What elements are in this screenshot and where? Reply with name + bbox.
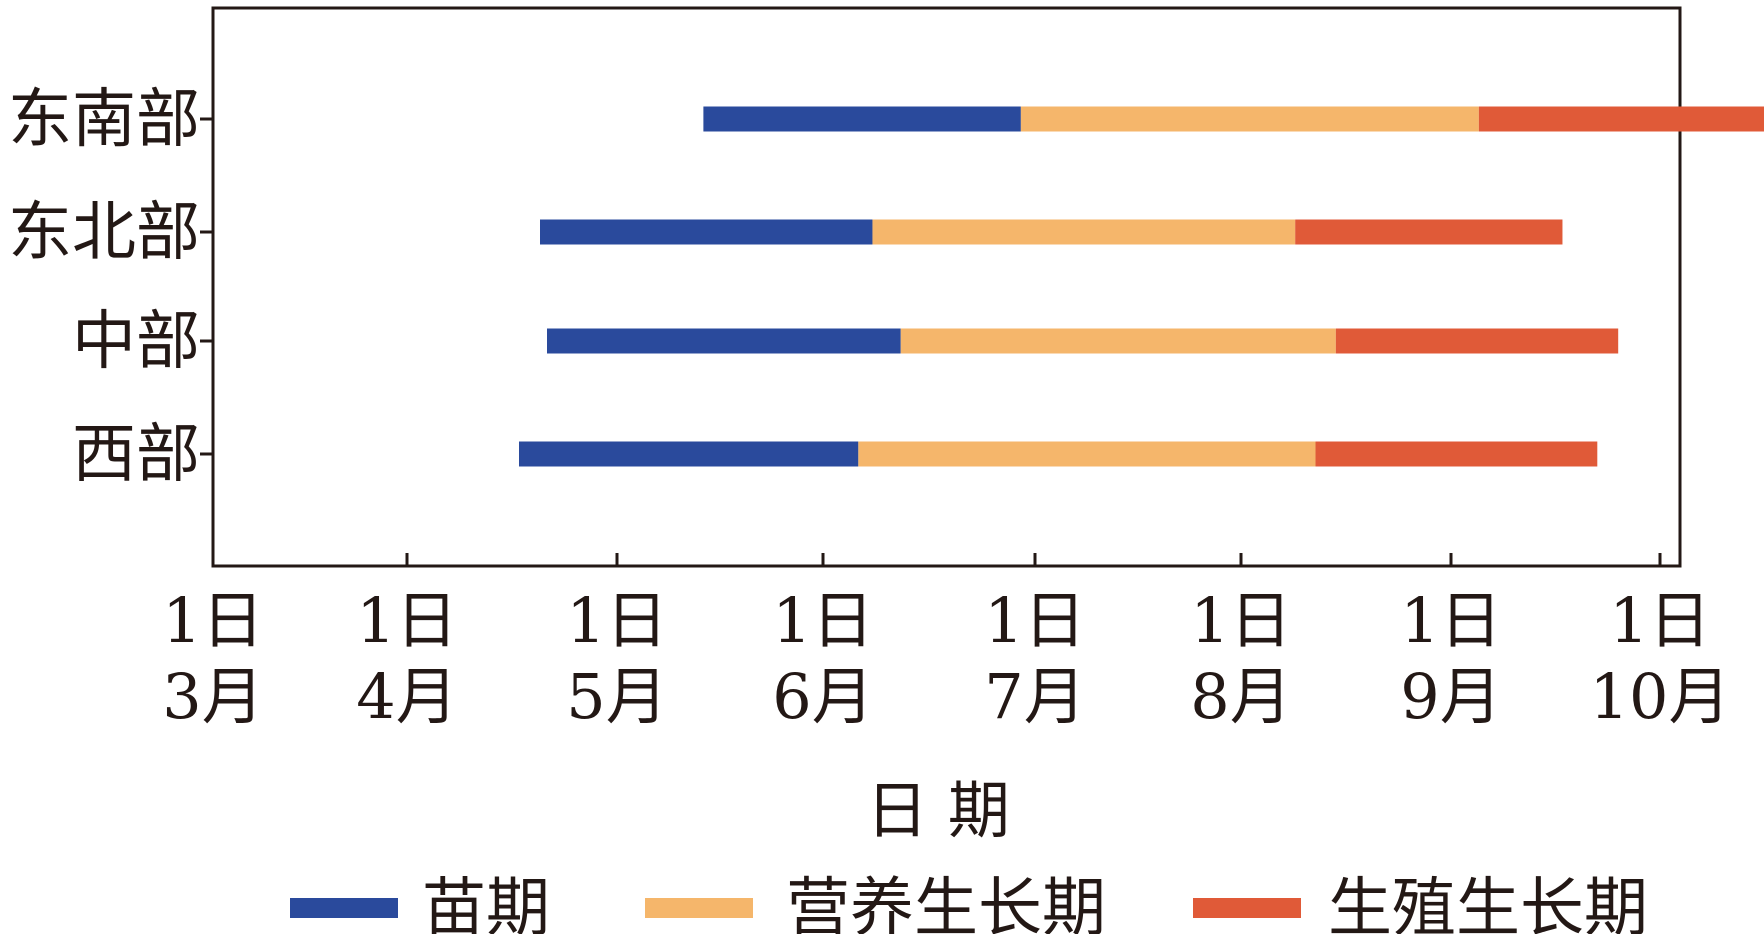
x-tick-label-month: 9月 xyxy=(1400,660,1501,733)
bar-segment xyxy=(900,328,1336,354)
bar-segment xyxy=(1335,328,1619,354)
legend: 苗期 营养生长期 生殖生长期 xyxy=(290,872,1648,934)
bar-segment xyxy=(1315,441,1598,467)
x-tick-label-month: 10月 xyxy=(1590,660,1731,733)
y-tick-label: 中部 xyxy=(72,305,200,379)
x-tick-label-day: 1日 xyxy=(1609,584,1710,657)
x-tick-label-day: 1日 xyxy=(772,584,873,657)
x-tick-label-month: 7月 xyxy=(984,660,1085,733)
y-tick-label: 东南部 xyxy=(8,83,200,157)
y-tick-label: 东北部 xyxy=(8,196,200,270)
x-tick-label-day: 1日 xyxy=(1190,584,1291,657)
x-tick-label-month: 4月 xyxy=(356,660,457,733)
x-tick-label-month: 6月 xyxy=(772,660,873,733)
x-tick-label-day: 1日 xyxy=(1400,584,1501,657)
legend-swatch xyxy=(645,898,753,918)
bars xyxy=(519,106,1764,467)
x-tick-label-day: 1日 xyxy=(162,584,263,657)
x-tick-label-month: 8月 xyxy=(1190,660,1291,733)
legend-label: 营养生长期 xyxy=(786,872,1106,934)
x-tick-label-month: 3月 xyxy=(162,660,263,733)
bar-segment xyxy=(1295,219,1563,245)
bar-segment xyxy=(547,328,901,354)
bar-segment xyxy=(872,219,1296,245)
y-tick-label: 西部 xyxy=(72,418,200,492)
x-tick-label-day: 1日 xyxy=(356,584,457,657)
bar-segment xyxy=(703,106,1021,132)
bar-segment xyxy=(858,441,1316,467)
x-tick-label-month: 5月 xyxy=(566,660,667,733)
x-tick-label-day: 1日 xyxy=(984,584,1085,657)
legend-label: 苗期 xyxy=(422,872,550,934)
bar-segment xyxy=(1478,106,1764,132)
legend-swatch xyxy=(290,898,398,918)
bar-segment xyxy=(540,219,873,245)
x-tick-label-day: 1日 xyxy=(566,584,667,657)
bar-segment xyxy=(519,441,859,467)
bar-segment xyxy=(1020,106,1479,132)
x-axis-title: 日 期 xyxy=(866,774,1010,847)
legend-swatch xyxy=(1193,898,1301,918)
plot-frame xyxy=(211,6,1682,568)
legend-label: 生殖生长期 xyxy=(1328,872,1648,934)
